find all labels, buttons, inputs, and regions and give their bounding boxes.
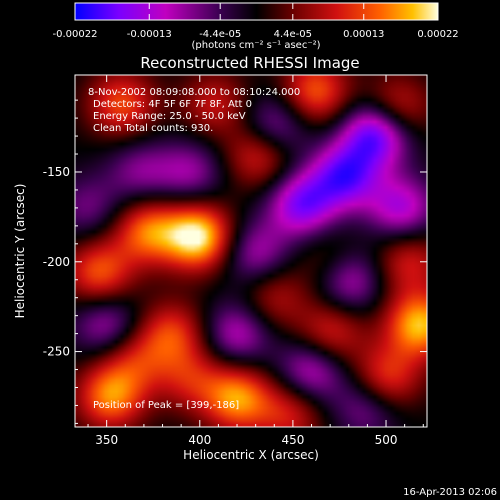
colorbar-tick-label: -4.4e-05 <box>199 29 241 40</box>
colorbar-frame <box>74 2 439 21</box>
y-tick-label: -150 <box>43 165 70 179</box>
time-range-text: 8-Nov-2002 08:09:08.000 to 08:10:24.000 <box>88 87 300 98</box>
colorbar-unit-label: (photons cm⁻² s⁻¹ asec⁻²) <box>191 40 320 51</box>
colorbar-tick-label: 0.00022 <box>417 29 458 40</box>
detectors-text: Detectors: 4F 5F 6F 7F 8F, Att 0 <box>93 99 252 110</box>
colorbar-tick-label: 0.00013 <box>343 29 384 40</box>
y-tick-label: -250 <box>43 345 70 359</box>
x-tick-label: 350 <box>95 433 118 447</box>
x-tick-label: 450 <box>281 433 304 447</box>
colorbar-ticks: -0.00022 -0.00013 -4.4e-05 4.4e-05 0.00013 0.… <box>53 3 459 40</box>
x-axis-label: Heliocentric X (arcsec) <box>183 448 319 462</box>
clean-counts-text: Clean Total counts: 930. <box>93 123 213 134</box>
axes: 350 400 450 500 -150 -200 -250 <box>43 75 427 447</box>
heatmap-image <box>75 75 427 427</box>
peak-position-text: Position of Peak = [399,-186] <box>93 400 239 411</box>
colorbar-tick-label: -0.00022 <box>53 29 98 40</box>
chart-title: Reconstructed RHESSI Image <box>140 54 359 72</box>
y-tick-label: -200 <box>43 255 70 269</box>
energy-range-text: Energy Range: 25.0 - 50.0 keV <box>93 111 246 122</box>
colorbar-tick-label: 4.4e-05 <box>274 29 312 40</box>
colorbar <box>75 3 438 20</box>
footer-date: 16-Apr-2013 02:06 <box>403 487 497 498</box>
colorbar-tick-label: -0.00013 <box>127 29 172 40</box>
x-tick-label: 500 <box>375 433 398 447</box>
x-tick-label: 400 <box>188 433 211 447</box>
plot-frame <box>74 74 428 428</box>
y-axis-label: Heliocentric Y (arcsec) <box>13 184 27 319</box>
